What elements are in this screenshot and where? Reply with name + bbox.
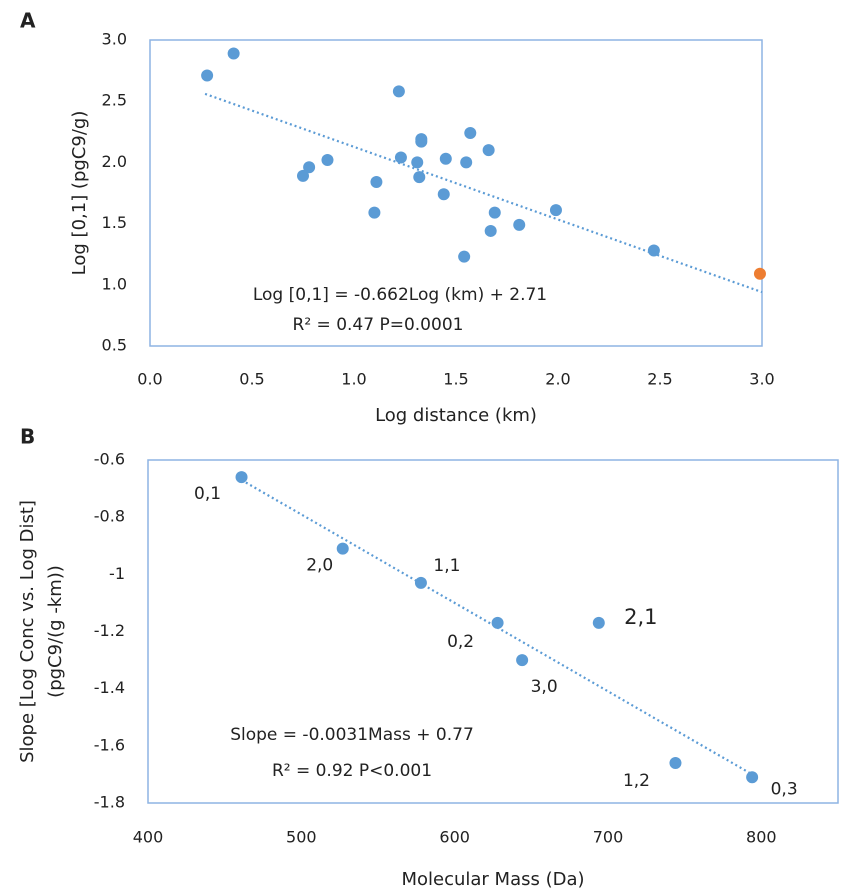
y-tick-label: -1.2 xyxy=(94,621,125,640)
panel-label: B xyxy=(20,425,35,449)
data-point xyxy=(235,471,248,484)
point-label: 1,2 xyxy=(623,771,650,791)
data-point xyxy=(669,756,682,769)
data-point xyxy=(458,250,471,263)
x-axis-title: Molecular Mass (Da) xyxy=(401,869,584,890)
x-tick-label: 400 xyxy=(133,828,164,847)
point-label: 0,3 xyxy=(771,779,798,799)
y-tick-label: -1.4 xyxy=(94,678,125,697)
annotation: Log [0,1] = -0.662Log (km) + 2.71 xyxy=(253,285,547,305)
data-point xyxy=(482,144,495,157)
data-point xyxy=(415,135,428,148)
x-tick-label: 1.5 xyxy=(443,370,468,389)
y-tick-label: 1.0 xyxy=(102,274,127,293)
point-label: 0,1 xyxy=(194,484,221,504)
data-point xyxy=(303,161,316,174)
y-tick-label: 3.0 xyxy=(102,30,127,49)
data-point xyxy=(392,85,405,98)
annotation: R² = 0.92 P<0.001 xyxy=(272,761,432,781)
y-axis-title: (pgC9/(g -km)) xyxy=(45,565,66,698)
y-tick-label: -1 xyxy=(109,564,125,583)
data-point xyxy=(394,151,407,164)
data-point xyxy=(439,152,452,165)
trendline xyxy=(240,479,753,776)
y-tick-label: -1.6 xyxy=(94,735,125,754)
x-tick-label: 800 xyxy=(746,828,777,847)
y-tick-label: 2.5 xyxy=(102,91,127,110)
panel-label: A xyxy=(20,9,36,33)
data-point xyxy=(411,156,424,169)
y-tick-label: -1.8 xyxy=(94,793,125,812)
y-axis-title: Slope [Log Conc vs. Log Dist] xyxy=(17,500,38,763)
y-axis-title: Log [0,1] (pgC9/g) xyxy=(69,111,90,276)
data-point xyxy=(491,616,504,629)
x-tick-label: 600 xyxy=(439,828,470,847)
data-point xyxy=(227,47,240,60)
data-point xyxy=(321,153,334,166)
data-point xyxy=(370,175,383,188)
data-point xyxy=(297,169,309,182)
plot-frame xyxy=(147,459,839,804)
x-tick-label: 3.0 xyxy=(749,370,774,389)
data-point xyxy=(413,171,426,184)
point-label: 0,2 xyxy=(447,632,474,652)
data-point xyxy=(516,654,529,667)
point-label: 2,0 xyxy=(306,556,333,576)
y-tick-label: 1.5 xyxy=(102,213,127,232)
data-point xyxy=(746,771,759,784)
y-tick-label: 0.5 xyxy=(102,336,127,355)
x-tick-label: 0.0 xyxy=(137,370,162,389)
point-label: 3,0 xyxy=(531,677,558,697)
x-tick-label: 0.5 xyxy=(239,370,264,389)
point-label: 2,1 xyxy=(624,605,657,629)
trendline xyxy=(204,92,763,294)
data-point xyxy=(753,267,766,280)
x-tick-label: 700 xyxy=(593,828,624,847)
data-point xyxy=(464,127,477,140)
y-tick-label: -0.8 xyxy=(94,507,125,526)
annotation: Slope = -0.0031Mass + 0.77 xyxy=(230,725,474,745)
y-tick-label: -0.6 xyxy=(94,450,125,469)
plot-frame xyxy=(149,39,763,347)
y-tick-label: 2.0 xyxy=(102,152,127,171)
x-tick-label: 2.5 xyxy=(647,370,672,389)
x-tick-label: 2.0 xyxy=(545,370,570,389)
annotation: R² = 0.47 P=0.0001 xyxy=(293,315,464,335)
data-point xyxy=(513,218,526,231)
data-point xyxy=(336,542,349,555)
data-point xyxy=(414,576,427,589)
x-axis-title: Log distance (km) xyxy=(375,405,537,426)
data-point xyxy=(484,224,497,237)
data-point xyxy=(460,156,473,169)
point-label: 1,1 xyxy=(433,556,460,576)
data-point xyxy=(437,188,450,201)
data-point xyxy=(488,206,501,219)
x-tick-label: 500 xyxy=(286,828,317,847)
x-tick-label: 1.0 xyxy=(341,370,366,389)
data-point xyxy=(201,69,214,82)
data-point xyxy=(592,616,605,629)
data-point xyxy=(549,204,562,217)
data-point xyxy=(647,244,660,257)
data-point xyxy=(368,206,381,219)
